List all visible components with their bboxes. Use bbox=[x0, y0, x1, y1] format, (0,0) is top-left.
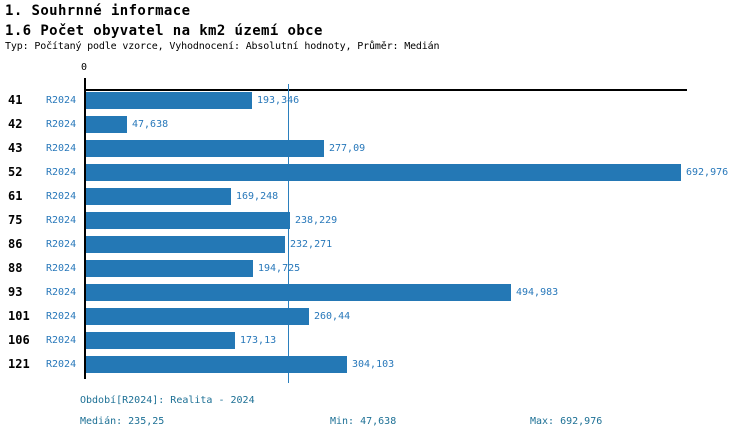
value-label: 193,346 bbox=[257, 95, 300, 106]
category-label: 61 bbox=[8, 189, 23, 203]
chart-title: 1.6 Počet obyvatel na km2 území obce bbox=[5, 23, 323, 39]
value-label: 692,976 bbox=[686, 167, 729, 178]
period-label: Období[R2024]: Realita - 2024 bbox=[80, 395, 255, 406]
report-section-title: 1. Souhrnné informace bbox=[5, 3, 191, 19]
bar bbox=[86, 260, 253, 277]
chart-row: 121 R2024 304,103 bbox=[0, 356, 750, 380]
category-label: 86 bbox=[8, 237, 23, 251]
chart-row: 52 R2024 692,976 bbox=[0, 164, 750, 188]
value-label: 232,271 bbox=[290, 239, 333, 250]
y-axis-line bbox=[84, 78, 86, 379]
category-label: 52 bbox=[8, 165, 23, 179]
series-label: R2024 bbox=[46, 167, 77, 178]
value-label: 169,248 bbox=[236, 191, 279, 202]
bar bbox=[86, 332, 235, 349]
bar bbox=[86, 308, 309, 325]
series-label: R2024 bbox=[46, 359, 77, 370]
chart-row: 106 R2024 173,13 bbox=[0, 332, 750, 356]
value-label: 194,725 bbox=[258, 263, 301, 274]
category-label: 93 bbox=[8, 285, 23, 299]
series-label: R2024 bbox=[46, 263, 77, 274]
value-label: 173,13 bbox=[240, 335, 277, 346]
x-axis-line bbox=[84, 89, 687, 91]
bar bbox=[86, 236, 285, 253]
chart-row: 42 R2024 47,638 bbox=[0, 116, 750, 140]
series-label: R2024 bbox=[46, 335, 77, 346]
bar bbox=[86, 356, 347, 373]
chart-row: 61 R2024 169,248 bbox=[0, 188, 750, 212]
median-stat-label: Medián: 235,25 bbox=[80, 416, 165, 427]
chart-row: 75 R2024 238,229 bbox=[0, 212, 750, 236]
bar bbox=[86, 212, 290, 229]
series-label: R2024 bbox=[46, 311, 77, 322]
bar bbox=[86, 188, 231, 205]
series-label: R2024 bbox=[46, 239, 77, 250]
series-label: R2024 bbox=[46, 287, 77, 298]
series-label: R2024 bbox=[46, 119, 77, 130]
bar bbox=[86, 164, 681, 181]
chart-subtitle: Typ: Počítaný podle vzorce, Vyhodnocení:… bbox=[5, 41, 440, 52]
max-stat-label: Max: 692,976 bbox=[530, 416, 603, 427]
category-label: 43 bbox=[8, 141, 23, 155]
series-label: R2024 bbox=[46, 95, 77, 106]
bar bbox=[86, 140, 324, 157]
category-label: 101 bbox=[8, 309, 30, 323]
chart-row: 93 R2024 494,983 bbox=[0, 284, 750, 308]
value-label: 277,09 bbox=[329, 143, 366, 154]
chart-row: 88 R2024 194,725 bbox=[0, 260, 750, 284]
value-label: 47,638 bbox=[132, 119, 169, 130]
value-label: 494,983 bbox=[516, 287, 559, 298]
chart-row: 86 R2024 232,271 bbox=[0, 236, 750, 260]
category-label: 75 bbox=[8, 213, 23, 227]
series-label: R2024 bbox=[46, 215, 77, 226]
min-stat-label: Min: 47,638 bbox=[330, 416, 397, 427]
value-label: 238,229 bbox=[295, 215, 338, 226]
median-reference-line bbox=[288, 84, 289, 383]
series-label: R2024 bbox=[46, 191, 77, 202]
bar bbox=[86, 284, 511, 301]
category-label: 121 bbox=[8, 357, 30, 371]
x-axis-zero-tick-label: 0 bbox=[80, 62, 88, 73]
bar bbox=[86, 116, 127, 133]
value-label: 304,103 bbox=[352, 359, 395, 370]
chart-row: 101 R2024 260,44 bbox=[0, 308, 750, 332]
series-label: R2024 bbox=[46, 143, 77, 154]
chart-row: 43 R2024 277,09 bbox=[0, 140, 750, 164]
value-label: 260,44 bbox=[314, 311, 351, 322]
chart-row: 41 R2024 193,346 bbox=[0, 92, 750, 116]
category-label: 106 bbox=[8, 333, 30, 347]
category-label: 42 bbox=[8, 117, 23, 131]
category-label: 41 bbox=[8, 93, 23, 107]
category-label: 88 bbox=[8, 261, 23, 275]
bar bbox=[86, 92, 252, 109]
